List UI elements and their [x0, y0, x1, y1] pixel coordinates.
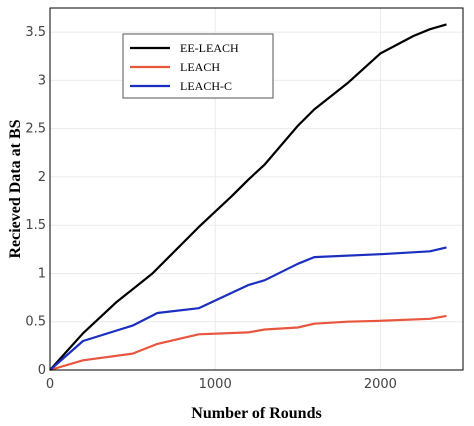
y-tick-label: 1.5	[25, 218, 46, 233]
y-tick-label: 1	[38, 266, 46, 281]
plot-frame	[49, 7, 464, 371]
y-tick-label: 3	[38, 73, 46, 88]
y-tick-label: 0	[38, 363, 46, 378]
series-lines	[49, 23, 447, 372]
series-line-leach-c	[49, 246, 447, 371]
y-tick-label: 3.5	[25, 25, 46, 40]
y-tick-label: 2	[38, 170, 46, 185]
legend-label: EE-LEACH	[180, 41, 239, 55]
tick-labels: 0 0.5 1 1.5 2 2.5 3 3.5 0 1000 2000	[25, 25, 397, 392]
x-tick-label: 2000	[364, 377, 397, 392]
x-tick-label: 1000	[199, 377, 232, 392]
x-tick-label: 0	[46, 377, 54, 392]
x-axis-label: Number of Rounds	[191, 405, 321, 422]
series-line-leach	[49, 314, 447, 372]
y-axis-label: Recieved Data at BS	[7, 119, 24, 258]
series-line-ee-leach	[49, 23, 447, 371]
legend-label: LEACH-C	[180, 79, 232, 93]
legend: EE-LEACH LEACH LEACH-C	[122, 33, 274, 99]
legend-label: LEACH	[180, 60, 220, 74]
y-tick-label: 0.5	[25, 315, 46, 330]
y-tick-label: 2.5	[25, 122, 46, 137]
